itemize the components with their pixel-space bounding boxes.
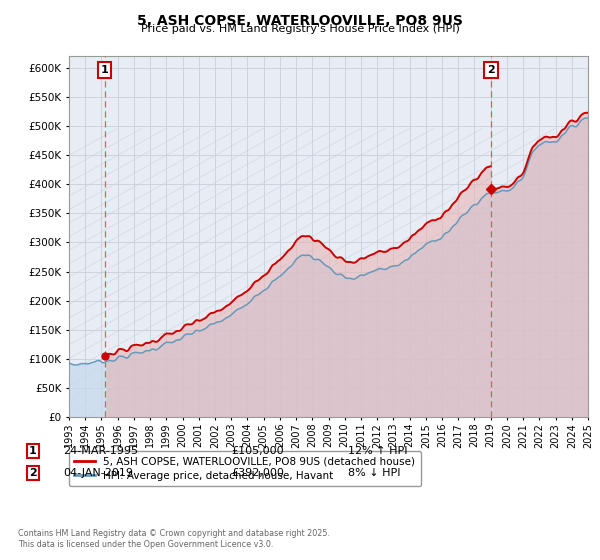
Text: 8% ↓ HPI: 8% ↓ HPI xyxy=(348,468,401,478)
Text: 04-JAN-2019: 04-JAN-2019 xyxy=(63,468,133,478)
Text: 1: 1 xyxy=(29,446,37,456)
Text: 5, ASH COPSE, WATERLOOVILLE, PO8 9US: 5, ASH COPSE, WATERLOOVILLE, PO8 9US xyxy=(137,14,463,28)
Text: 24-MAR-1995: 24-MAR-1995 xyxy=(63,446,138,456)
Legend: 5, ASH COPSE, WATERLOOVILLE, PO8 9US (detached house), HPI: Average price, detac: 5, ASH COPSE, WATERLOOVILLE, PO8 9US (de… xyxy=(69,451,421,486)
Text: Contains HM Land Registry data © Crown copyright and database right 2025.
This d: Contains HM Land Registry data © Crown c… xyxy=(18,529,330,549)
Text: £392,000: £392,000 xyxy=(231,468,284,478)
Text: 2: 2 xyxy=(487,65,495,75)
Text: £105,000: £105,000 xyxy=(231,446,284,456)
Text: 12% ↑ HPI: 12% ↑ HPI xyxy=(348,446,407,456)
Text: 2: 2 xyxy=(29,468,37,478)
Text: 1: 1 xyxy=(101,65,109,75)
Text: Price paid vs. HM Land Registry's House Price Index (HPI): Price paid vs. HM Land Registry's House … xyxy=(140,24,460,34)
